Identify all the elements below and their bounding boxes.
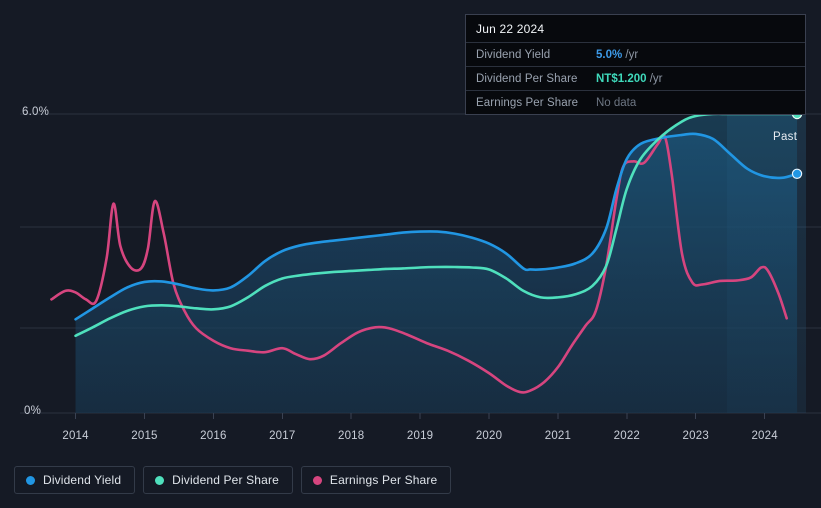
x-axis-tick-2022: 2022 [613, 430, 641, 442]
legend-color-dot [312, 475, 322, 485]
x-axis-ticks [75, 413, 766, 419]
legend-color-dot [26, 475, 35, 485]
series-areas [75, 113, 798, 414]
tooltip-row-value: 5.0% [596, 48, 623, 61]
tooltip-row-label: Earnings Per Share [476, 96, 579, 109]
tooltip-rows: Dividend Yield 5.0% /yr Dividend Per Share… [466, 42, 805, 114]
x-axis-tick-2023: 2023 [682, 430, 709, 442]
x-axis-tick-2014: 2014 [62, 430, 89, 442]
tooltip-row-value: No data [596, 96, 637, 109]
tooltip-row-unit: /yr [622, 48, 639, 61]
legend-label: Dividend Per Share [172, 473, 279, 487]
tooltip-row: Earnings Per Share No data [466, 90, 805, 114]
tooltip-row-label: Dividend Yield [476, 48, 551, 61]
tooltip-row-value-wrap: NT$1.200 /yr [596, 73, 663, 85]
tooltip-row-value: NT$1.200 [596, 72, 647, 85]
legend-label: Dividend Yield [43, 473, 122, 487]
tooltip-row: Dividend Yield 5.0% /yr [466, 42, 805, 66]
legend-label: Earnings Per Share [329, 473, 438, 487]
tooltip-date: Jun 22 2024 [476, 22, 545, 36]
tooltip-row: Dividend Per Share NT$1.200 /yr [466, 66, 805, 90]
tooltip-row-value-wrap: 5.0% /yr [596, 49, 638, 61]
tooltip-row-value-wrap: No data [596, 97, 636, 109]
chart-svg [20, 108, 821, 419]
chart-plot-area [20, 108, 821, 419]
x-axis-tick-2016: 2016 [200, 430, 227, 442]
data-tooltip: Jun 22 2024 Dividend Yield 5.0% /yr Divide… [465, 14, 806, 115]
x-axis-tick-2019: 2019 [406, 430, 434, 442]
x-axis-tick-2015: 2015 [131, 430, 158, 442]
legend-item-dividend-per-share[interactable]: Dividend Per Share [143, 466, 293, 494]
x-axis-tick-2017: 2017 [269, 430, 296, 442]
tooltip-row-unit: /yr [646, 72, 663, 85]
x-axis-tick-2021: 2021 [544, 430, 572, 442]
x-axis-labels: 2014 2015 2016 2017 2018 2019 2020 2021 2022 2023… [0, 430, 821, 450]
legend-item-earnings-per-share[interactable]: Earnings Per Share [300, 466, 452, 494]
chart-legend: Dividend Yield Dividend Per Share Earnings… [14, 466, 452, 494]
tooltip-row-label: Dividend Per Share [476, 72, 578, 85]
x-axis-tick-2018: 2018 [337, 430, 365, 442]
legend-item-dividend-yield[interactable]: Dividend Yield [14, 466, 136, 494]
x-axis-tick-2020: 2020 [475, 430, 503, 442]
series-lines [50, 112, 799, 394]
y-axis-top-label: 6.0% [22, 106, 50, 118]
x-axis-tick-2024: 2024 [751, 430, 778, 442]
past-period-label: Past [773, 131, 798, 143]
y-axis-bottom-label: 0% [24, 405, 42, 417]
legend-color-dot [155, 475, 165, 485]
